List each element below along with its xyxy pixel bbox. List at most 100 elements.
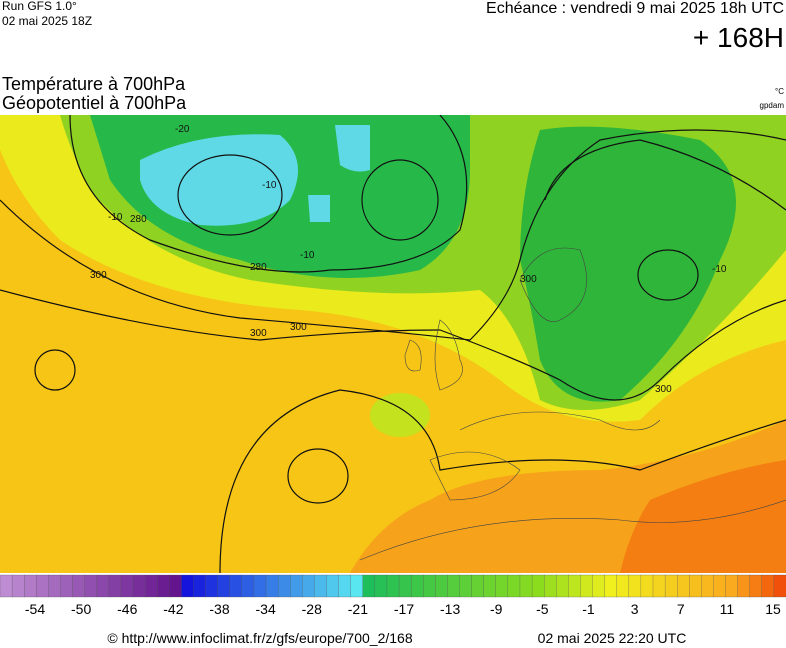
colorbar-swatch xyxy=(519,574,533,598)
colorbar-swatch xyxy=(580,574,593,598)
title-temperature: Température à 700hPa xyxy=(2,74,186,94)
cold-core xyxy=(308,195,330,222)
colorbar-swatch xyxy=(471,574,485,598)
temp-zone xyxy=(620,460,786,573)
colorbar-swatch xyxy=(713,574,726,598)
colorbar-swatch xyxy=(749,574,763,598)
colorbar-swatch xyxy=(398,574,412,598)
contour-label: -10 xyxy=(262,180,277,191)
colorbar-swatch xyxy=(701,574,714,598)
colorbar-swatch xyxy=(84,574,98,598)
colorbar-swatch xyxy=(495,574,509,598)
colorbar-label: -1 xyxy=(582,601,595,617)
colorbar-swatch xyxy=(628,574,642,598)
run-label: Run GFS 1.0° xyxy=(2,0,77,13)
lead-time: + 168H xyxy=(693,22,784,53)
colorbar-swatch xyxy=(483,574,497,598)
colorbar-swatch xyxy=(544,574,557,598)
colorbar-swatch xyxy=(48,574,61,598)
colorbar-label: 3 xyxy=(631,601,639,617)
colorbar-swatch xyxy=(132,574,146,598)
colorbar-swatch xyxy=(556,574,569,598)
colorbar-label: -46 xyxy=(117,601,137,617)
cold-core xyxy=(335,125,370,172)
title-geopotential: Géopotentiel à 700hPa xyxy=(2,93,187,113)
source-url: © http://www.infoclimat.fr/z/gfs/europe/… xyxy=(107,630,412,646)
unit-temperature: °C xyxy=(775,87,784,96)
colorbar-swatch xyxy=(664,574,678,598)
colorbar-swatch xyxy=(640,574,654,598)
colorbar-swatch xyxy=(11,574,25,598)
colorbar-swatch xyxy=(96,574,110,598)
colorbar-swatch xyxy=(761,574,775,598)
colorbar-label: -42 xyxy=(163,601,183,617)
contour-label: -10 xyxy=(712,264,727,275)
colorbar-label: 15 xyxy=(765,601,781,617)
contour-label: 280 xyxy=(250,262,267,273)
colorbar-swatch xyxy=(157,574,170,598)
colorbar: -54 -50 -46 -42 -38 -34 -28 -21 -17 -13 -9 -5 -1 3 7 11… xyxy=(0,574,786,617)
temp-zone xyxy=(520,126,736,402)
colorbar-swatch xyxy=(290,574,303,598)
colorbar-swatch xyxy=(108,574,122,598)
colorbar-label: -9 xyxy=(490,601,503,617)
colorbar-swatch xyxy=(169,574,182,598)
colorbar-swatch xyxy=(435,574,448,598)
colorbar-swatch xyxy=(616,574,630,598)
colorbar-swatch xyxy=(677,574,690,598)
colorbar-swatch xyxy=(725,574,739,598)
colorbar-swatch xyxy=(181,574,194,598)
contour-label: 300 xyxy=(250,328,267,339)
colorbar-swatch xyxy=(314,574,327,598)
colorbar-swatch xyxy=(217,574,231,598)
colorbar-swatch xyxy=(592,574,606,598)
contour-labels: 280 280 300 300 300 300 300 -10 -20 -10 -10 -10 xyxy=(90,124,727,395)
map: 280 280 300 300 300 300 300 -10 -20 -10 -10 -10 xyxy=(0,115,786,573)
colorbar-swatch xyxy=(60,574,74,598)
colorbar-swatch xyxy=(24,574,37,598)
colorbar-swatch xyxy=(652,574,666,598)
contours xyxy=(0,115,786,573)
colorbar-swatch xyxy=(277,574,291,598)
colorbar-swatch xyxy=(193,574,207,598)
unit-geopotential: gpdam xyxy=(760,101,785,110)
colorbar-swatch xyxy=(386,574,400,598)
contour-label: 300 xyxy=(290,322,307,333)
colorbar-swatch xyxy=(265,574,279,598)
colorbar-swatch xyxy=(447,574,460,598)
colorbar-label: -17 xyxy=(394,601,414,617)
colorbar-swatch xyxy=(568,574,581,598)
colorbar-swatch xyxy=(362,574,376,598)
colorbar-swatch xyxy=(205,574,219,598)
temp-zone xyxy=(370,393,430,437)
colorbar-label: -50 xyxy=(71,601,91,617)
colorbar-swatch xyxy=(773,574,786,598)
colorbar-swatch xyxy=(0,574,13,598)
contour-label: -10 xyxy=(108,212,123,223)
forecast-time: Echéance : vendredi 9 mai 2025 18h UTC xyxy=(486,0,784,17)
colorbar-swatch xyxy=(241,574,255,598)
colorbar-swatch xyxy=(326,574,340,598)
colorbar-swatch xyxy=(737,574,751,598)
colorbar-swatch xyxy=(531,574,545,598)
colorbar-swatch xyxy=(459,574,473,598)
contour-label: -20 xyxy=(175,124,190,135)
run-date: 02 mai 2025 18Z xyxy=(2,14,92,28)
colorbar-swatch xyxy=(604,574,618,598)
colorbar-swatch xyxy=(507,574,521,598)
colorbar-swatch xyxy=(253,574,267,598)
colorbar-label: -34 xyxy=(256,601,276,617)
colorbar-swatch xyxy=(120,574,134,598)
colorbar-label: 7 xyxy=(677,601,685,617)
contour-label: 300 xyxy=(655,384,672,395)
contour-label: 300 xyxy=(520,274,537,285)
contour-label: 300 xyxy=(90,270,107,281)
colorbar-swatch xyxy=(689,574,702,598)
colorbar-swatch xyxy=(423,574,436,598)
colorbar-label: -13 xyxy=(440,601,460,617)
colorbar-label: -5 xyxy=(536,601,549,617)
contour-label: -10 xyxy=(300,250,315,261)
contour-label: 280 xyxy=(130,214,147,225)
